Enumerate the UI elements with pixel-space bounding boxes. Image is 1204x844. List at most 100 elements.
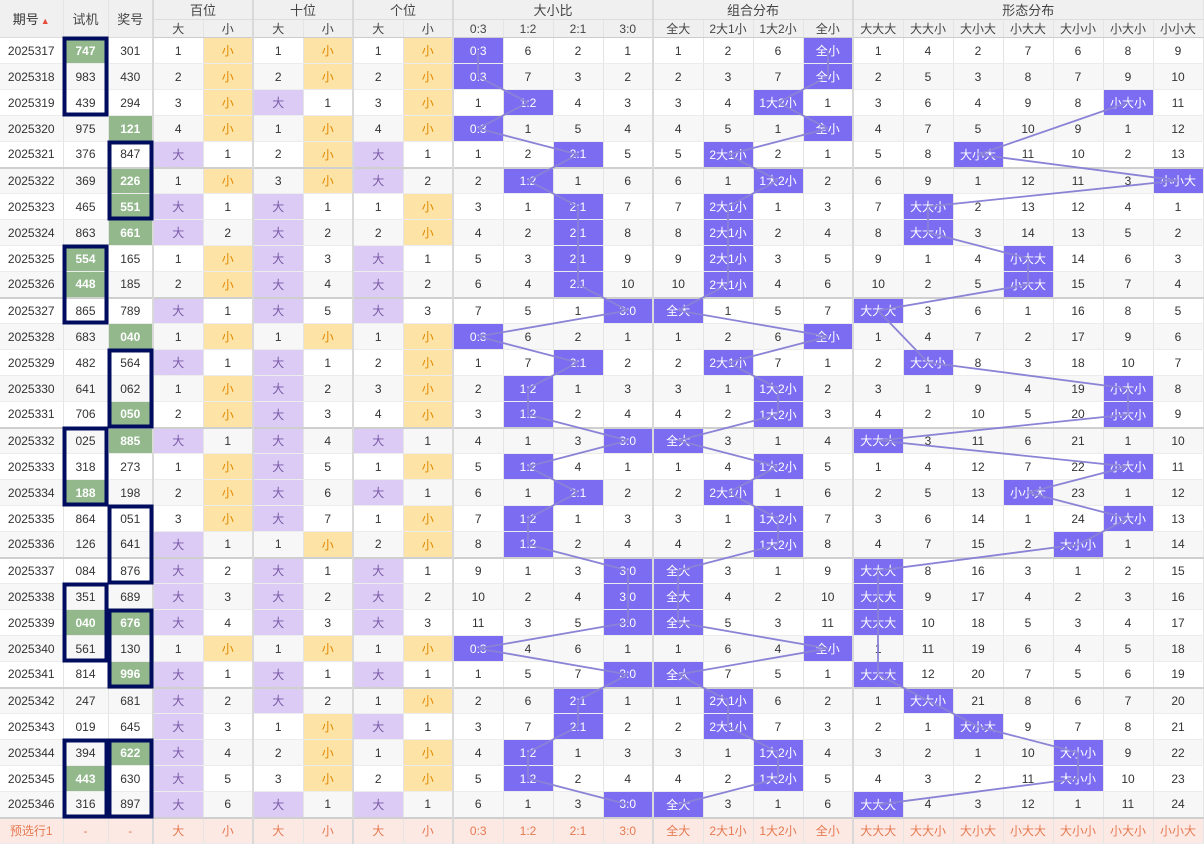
trend-cell: 小 xyxy=(303,531,354,558)
preset-option[interactable]: - xyxy=(108,816,154,844)
trend-cell: 4 xyxy=(853,115,904,142)
trend-cell: 12 xyxy=(1153,115,1204,142)
trend-cell: 2:1 xyxy=(553,479,604,506)
trend-cell: 全大 xyxy=(653,609,704,636)
subheader-4: 大 xyxy=(353,19,404,38)
issue-cell: 2025332 xyxy=(0,426,64,454)
trend-cell: 大 xyxy=(253,401,304,428)
preset-option[interactable]: - xyxy=(63,816,109,844)
trend-cell: 2 xyxy=(703,37,754,64)
issue-cell: 2025341 xyxy=(0,661,64,688)
trend-cell: 大 xyxy=(353,271,404,298)
preset-option[interactable]: 大小小 xyxy=(1053,816,1104,844)
trend-cell: 9 xyxy=(803,556,854,584)
preset-option[interactable]: 小小大 xyxy=(1153,816,1204,844)
trend-cell: 3 xyxy=(853,89,904,116)
trend-cell: 3 xyxy=(253,765,304,792)
trend-cell: 2 xyxy=(803,375,854,402)
trend-cell: 小大小 xyxy=(1103,453,1154,480)
preset-row[interactable]: 预选行1- - 大小大小大小 0:3 1:2 2:1 3:0 全大 2大1小 1大2小 全小 大大大大… xyxy=(0,816,1204,844)
table-row: 2025319 439 294 3 小大 1 3 小 1 1:2 4 3 3 4 1大2小 1 3 6 4 9 8 小大小… xyxy=(0,89,1204,116)
trend-cell: 10 xyxy=(1103,765,1154,792)
preset-option[interactable]: 2大1小 xyxy=(703,816,754,844)
trend-cell: 4 xyxy=(303,426,354,454)
trend-cell: 5 xyxy=(1003,609,1054,636)
trend-cell: 1 xyxy=(203,296,254,324)
trend-cell: 1:2 xyxy=(503,505,554,532)
trend-cell: 5 xyxy=(753,661,804,688)
trend-cell: 1 xyxy=(853,453,904,480)
trend-cell: 3:0 xyxy=(603,556,654,584)
trend-cell: 8 xyxy=(903,141,954,168)
trend-cell: 18 xyxy=(1153,635,1204,662)
trend-cell: 1 xyxy=(153,323,204,350)
trend-cell: 19 xyxy=(1153,661,1204,688)
subheader-0: 大 xyxy=(153,19,204,38)
trend-cell: 大 xyxy=(353,245,404,272)
preset-option[interactable]: 2:1 xyxy=(553,816,604,844)
subheader-2: 大 xyxy=(253,19,304,38)
preset-option[interactable]: 大 xyxy=(353,816,404,844)
winning-number-cell: 885 xyxy=(108,426,154,454)
trend-cell: 3 xyxy=(303,401,354,428)
trend-cell: 3 xyxy=(953,219,1004,246)
trend-cell: 7 xyxy=(753,63,804,90)
preset-option[interactable]: 小 xyxy=(203,816,254,844)
table-row: 2025331 706 050 2 小大 3 4 小 3 1:2 2 4 4 2 1大2小 3 4 2 10 5 20 小… xyxy=(0,401,1204,428)
trend-cell: 6 xyxy=(953,296,1004,324)
preset-option[interactable]: 1大2小 xyxy=(753,816,804,844)
trend-cell: 2 xyxy=(353,349,404,376)
group-header-size-ratio: 大小比 xyxy=(453,0,654,20)
trend-cell: 5 xyxy=(453,765,504,792)
trend-cell: 5 xyxy=(453,245,504,272)
sort-icon[interactable]: ▲ xyxy=(40,16,50,26)
trend-cell: 小大小 xyxy=(1103,89,1154,116)
trend-cell: 2 xyxy=(703,765,754,792)
trend-cell: 小 xyxy=(303,63,354,90)
preset-option[interactable]: 1:2 xyxy=(503,816,554,844)
column-header-issue[interactable]: 期号 ▲ xyxy=(0,0,64,38)
trial-number-cell: 316 xyxy=(63,791,109,818)
trend-cell: 5 xyxy=(553,609,604,636)
trend-cell: 1 xyxy=(1053,791,1104,818)
trend-cell: 4 xyxy=(553,89,604,116)
trend-cell: 20 xyxy=(1153,686,1204,714)
preset-option[interactable]: 全大 xyxy=(653,816,704,844)
preset-option[interactable]: 0:3 xyxy=(453,816,504,844)
preset-option[interactable]: 大大大 xyxy=(853,816,904,844)
preset-option[interactable]: 大 xyxy=(153,816,204,844)
trend-cell: 小小大 xyxy=(1003,479,1054,506)
trend-cell: 2 xyxy=(1153,219,1204,246)
preset-option[interactable]: 小大大 xyxy=(1003,816,1054,844)
preset-option[interactable]: 小 xyxy=(403,816,454,844)
trend-cell: 1 xyxy=(153,245,204,272)
subheader-18: 大小小 xyxy=(1053,19,1104,38)
trend-cell: 4 xyxy=(903,323,954,350)
issue-cell: 2025320 xyxy=(0,115,64,142)
preset-option[interactable]: 大 xyxy=(253,816,304,844)
trend-cell: 1:2 xyxy=(503,401,554,428)
trend-cell: 4 xyxy=(653,765,704,792)
trend-cell: 2 xyxy=(353,765,404,792)
trend-cell: 3 xyxy=(303,609,354,636)
preset-option[interactable]: 3:0 xyxy=(603,816,654,844)
preset-option[interactable]: 小 xyxy=(303,816,354,844)
trend-cell: 2大1小 xyxy=(703,193,754,220)
trend-cell: 10 xyxy=(1103,349,1154,376)
preset-option[interactable]: 大大小 xyxy=(903,816,954,844)
preset-option[interactable]: 全小 xyxy=(803,816,854,844)
preset-option[interactable]: 大小大 xyxy=(953,816,1004,844)
trend-cell: 1大2小 xyxy=(753,89,804,116)
trend-cell: 18 xyxy=(1053,349,1104,376)
trend-cell: 2 xyxy=(403,583,454,610)
trend-cell: 小 xyxy=(403,635,454,662)
trend-cell: 2 xyxy=(153,401,204,428)
preset-option[interactable]: 小大小 xyxy=(1103,816,1154,844)
trend-cell: 1 xyxy=(603,453,654,480)
issue-cell: 2025345 xyxy=(0,765,64,792)
trend-cell: 大 xyxy=(153,556,204,584)
trend-cell: 12 xyxy=(1003,166,1054,194)
trend-cell: 2 xyxy=(303,583,354,610)
trend-cell: 2 xyxy=(453,686,504,714)
trend-cell: 小大小 xyxy=(1103,375,1154,402)
